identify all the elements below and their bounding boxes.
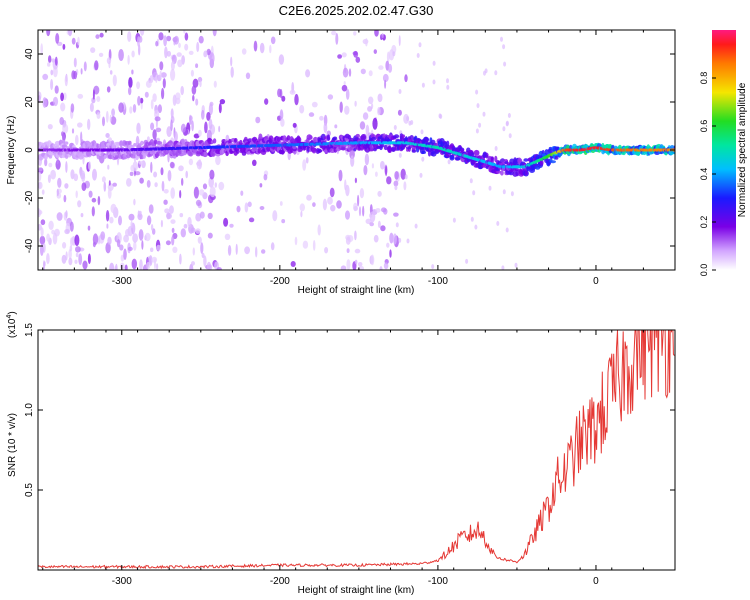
- colorbar-tick-label: 0.8: [699, 72, 709, 85]
- y-tick-label: 0: [24, 147, 35, 153]
- x-tick-label: -200: [270, 276, 290, 287]
- snr-y-axis-label: SNR (10 * v/v): [7, 413, 18, 477]
- snr-y-ticks: 0.5 1.0 1.5: [24, 323, 675, 497]
- colorbar-tick-label: 0.6: [699, 120, 709, 133]
- snr-x-axis-label: Height of straight line (km): [298, 585, 415, 596]
- figure-title: C2E6.2025.202.02.47.G30: [279, 3, 434, 18]
- spectrogram-heatmap: [38, 30, 675, 270]
- x-tick-label: -300: [112, 576, 132, 587]
- svg-text:(x104): (x104): [6, 311, 18, 338]
- snr-panel: -300 -200 -100 0 0.5 1.0 1.5 Height of straig…: [6, 311, 676, 596]
- colorbar-tick-label: 0.2: [699, 216, 709, 229]
- snr-series-line: [38, 330, 675, 570]
- colorbar: 0.0 0.2 0.4 0.6 0.8 Normalized spectral ampl…: [699, 30, 748, 276]
- colorbar-ticks: 0.0 0.2 0.4 0.6 0.8: [699, 72, 716, 277]
- spectrogram-y-ticks: -40 -20 0 20 40: [24, 48, 675, 253]
- y-tick-label: -40: [24, 238, 35, 253]
- y-tick-label: -20: [24, 190, 35, 205]
- x-tick-label: 0: [593, 276, 599, 287]
- x-tick-label: -100: [428, 576, 448, 587]
- colorbar-label: Normalized spectral amplitude: [737, 82, 748, 217]
- colorbar-tick-label: 0.4: [699, 168, 709, 181]
- colorbar-scale: [712, 30, 736, 270]
- snr-x-ticks: -300 -200 -100 0: [42, 330, 676, 587]
- y-tick-label: 40: [24, 48, 35, 60]
- y-tick-label: 1.5: [24, 323, 35, 337]
- spectrogram-y-axis-label: Frequency (Hz): [6, 116, 17, 185]
- spectrogram-x-axis-label: Height of straight line (km): [298, 285, 415, 296]
- y-tick-label: 0.5: [24, 483, 35, 497]
- snr-multiplier-label: (x104): [6, 311, 18, 338]
- colorbar-tick-label: 0.0: [699, 264, 709, 277]
- y-tick-label: 1.0: [24, 403, 35, 417]
- y-tick-label: 20: [24, 96, 35, 108]
- x-tick-label: -200: [270, 576, 290, 587]
- x-tick-label: -100: [428, 276, 448, 287]
- spectrogram-x-ticks: -300 -200 -100 0: [42, 30, 676, 287]
- snr-frame: [37, 329, 676, 571]
- snr-multiplier-base: (x10: [7, 318, 18, 338]
- x-tick-label: 0: [593, 576, 599, 587]
- snr-multiplier-exponent: 4: [6, 315, 13, 319]
- x-tick-label: -300: [112, 276, 132, 287]
